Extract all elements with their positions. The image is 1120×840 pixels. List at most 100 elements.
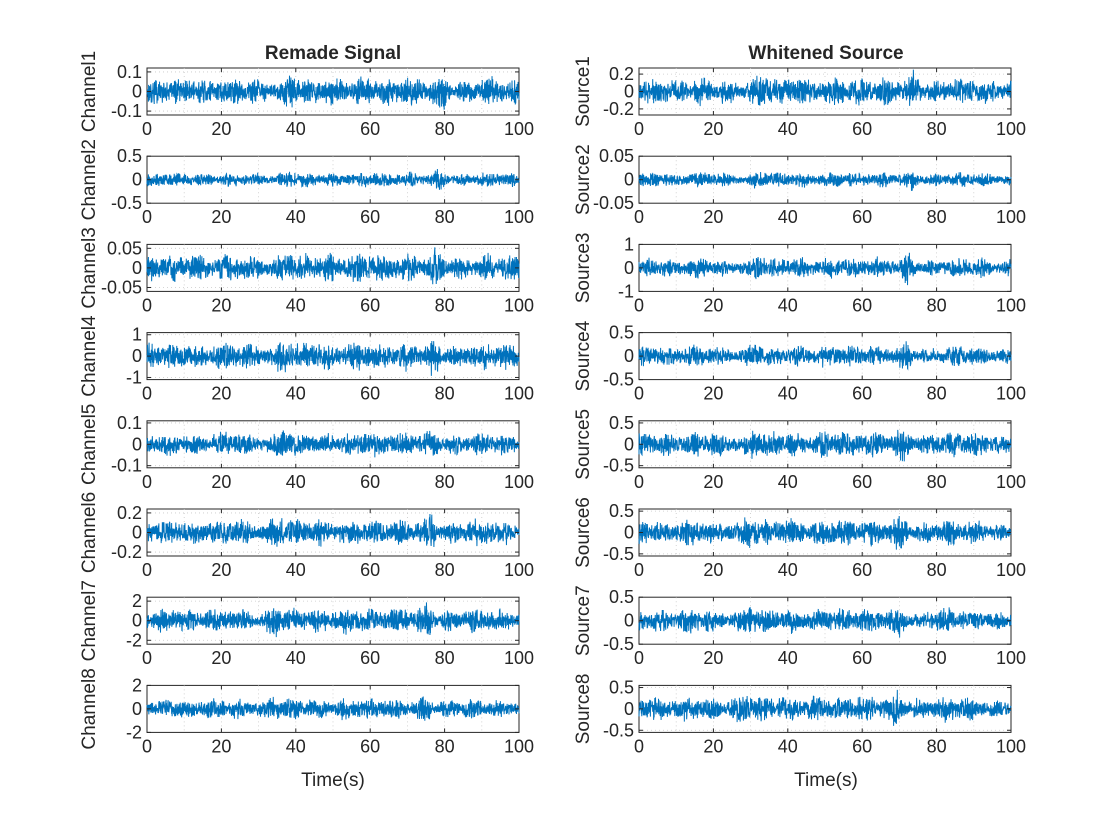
y-axis-label: Source2: [573, 144, 594, 215]
x-tick-label: 20: [211, 736, 231, 756]
signal-trace: [638, 429, 1012, 462]
y-tick-label: 0.2: [609, 64, 634, 84]
y-tick-label: -2: [126, 722, 142, 742]
y-tick-label: 0.2: [117, 503, 142, 523]
x-tick-label: 20: [211, 207, 231, 227]
x-tick-label: 0: [634, 472, 644, 492]
x-tick-label: 100: [504, 560, 534, 580]
x-tick-label: 80: [927, 736, 947, 756]
x-tick-label: 60: [852, 736, 872, 756]
y-tick-label: -0.05: [593, 193, 634, 213]
y-tick-label: 0.5: [609, 678, 634, 698]
x-tick-label: 20: [703, 472, 723, 492]
x-tick-label: 0: [142, 119, 152, 139]
x-tick-label: 40: [286, 295, 306, 315]
y-tick-label: -0.5: [603, 544, 634, 564]
signal-trace: [638, 69, 1012, 107]
y-tick-label: 0.05: [107, 238, 142, 258]
x-tick-label: 60: [360, 472, 380, 492]
x-tick-label: 100: [996, 207, 1026, 227]
x-tick-label: 60: [852, 560, 872, 580]
signal-trace: [146, 169, 520, 190]
x-tick-label: 100: [504, 119, 534, 139]
y-axis-label: Channel7: [79, 580, 100, 661]
y-axis-label: Source8: [573, 674, 594, 745]
x-tick-label: 60: [852, 207, 872, 227]
x-tick-label: 60: [852, 384, 872, 404]
x-tick-label: 20: [211, 560, 231, 580]
x-tick-label: 0: [634, 119, 644, 139]
y-axis-label: Source4: [573, 320, 594, 391]
y-tick-label: 0: [132, 611, 142, 631]
x-tick-label: 80: [927, 119, 947, 139]
y-tick-label: 0: [132, 699, 142, 719]
x-tick-label: 20: [211, 295, 231, 315]
x-tick-label: 40: [778, 648, 798, 668]
y-tick-label: 2: [132, 591, 142, 611]
y-tick-label: -0.1: [111, 101, 142, 121]
x-tick-label: 100: [996, 560, 1026, 580]
x-tick-label: 0: [634, 648, 644, 668]
y-tick-label: 0: [624, 523, 634, 543]
y-tick-label: -0.5: [603, 634, 634, 654]
x-tick-label: 80: [435, 384, 455, 404]
y-axis-label: Channel4: [79, 315, 100, 397]
y-tick-label: 0.5: [609, 501, 634, 521]
y-tick-label: 0: [624, 611, 634, 631]
x-tick-label: 60: [852, 472, 872, 492]
x-tick-label: 80: [927, 472, 947, 492]
x-tick-label: 20: [703, 295, 723, 315]
x-tick-label: 100: [996, 736, 1026, 756]
y-tick-label: 0: [624, 434, 634, 454]
x-tick-label: 80: [435, 119, 455, 139]
signal-trace: [146, 75, 520, 110]
y-axis-label: Source3: [573, 233, 594, 304]
y-tick-label: 0.1: [117, 413, 142, 433]
y-axis-label: Source5: [573, 409, 594, 480]
x-tick-label: 80: [435, 472, 455, 492]
x-tick-label: 80: [435, 648, 455, 668]
signal-trace: [146, 514, 520, 547]
x-tick-label: 60: [852, 295, 872, 315]
x-tick-label: 0: [142, 295, 152, 315]
x-tick-label: 80: [927, 207, 947, 227]
y-tick-label: 0.5: [609, 323, 634, 343]
x-tick-label: 80: [927, 560, 947, 580]
signal-trace: [638, 607, 1012, 638]
y-tick-label: 0.5: [117, 146, 142, 166]
x-tick-label: 100: [996, 472, 1026, 492]
y-tick-label: 2: [132, 675, 142, 695]
x-tick-label: 40: [778, 119, 798, 139]
y-tick-label: -1: [126, 367, 142, 387]
x-tick-label: 20: [211, 472, 231, 492]
y-tick-label: 0.5: [609, 413, 634, 433]
x-tick-label: 60: [360, 207, 380, 227]
x-tick-label: 100: [996, 384, 1026, 404]
y-axis-label: Source1: [573, 56, 594, 127]
y-axis-label: Channel1: [79, 51, 100, 132]
column-title-whitened-source: Whitened Source: [748, 43, 903, 64]
x-tick-label: 100: [504, 736, 534, 756]
x-tick-label: 0: [142, 560, 152, 580]
x-tick-label: 60: [360, 736, 380, 756]
x-tick-label: 0: [634, 384, 644, 404]
y-tick-label: 0.1: [117, 62, 142, 82]
x-tick-label: 20: [703, 384, 723, 404]
y-tick-label: -0.05: [101, 277, 142, 297]
x-tick-label: 100: [504, 472, 534, 492]
y-axis-label: Source6: [573, 497, 594, 568]
column-title-remade-signal: Remade Signal: [265, 43, 401, 64]
x-tick-label: 40: [286, 384, 306, 404]
